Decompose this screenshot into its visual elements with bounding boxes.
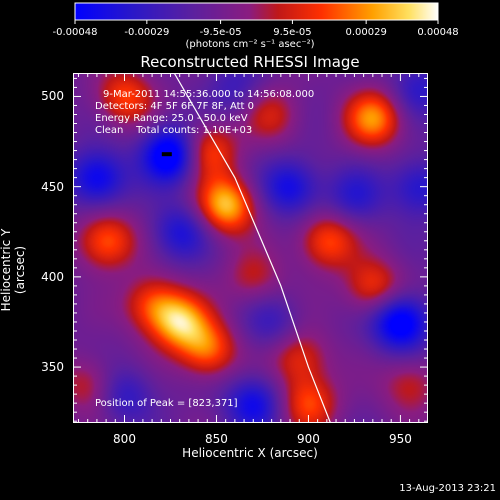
plot-overlay [73, 73, 428, 423]
y-tick-label: 400 [41, 269, 64, 284]
plot-frame [73, 73, 428, 423]
x-tick-label: 800 [113, 432, 136, 446]
colorbar-tick-label: 0.00029 [345, 27, 387, 38]
colorbar-tick-label: -9.5e-05 [199, 27, 242, 38]
x-axis-label: Heliocentric X (arcsec) [182, 446, 318, 460]
energy-range-text: Energy Range: 25.0 - 50.0 keV [95, 113, 248, 124]
y-tick-label: 450 [41, 179, 64, 194]
x-tick-label: 900 [296, 432, 320, 446]
colorbar-units: (photons cm⁻² s⁻¹ asec⁻²) [185, 39, 315, 50]
colorbar-tick-label: -0.00029 [124, 27, 170, 38]
solar-limb-line [173, 73, 332, 423]
colorbar-tick-label: 0.00048 [417, 27, 459, 38]
footer-timestamp: 13-Aug-2013 23:21 [399, 483, 496, 494]
clean-counts-text: Clean Total counts: 1.10E+03 [95, 125, 253, 136]
detectors-text: Detectors: 4F 5F 6F 7F 8F, Att 0 [95, 101, 255, 112]
peak-marker [161, 152, 172, 157]
x-tick-label: 950 [388, 432, 412, 446]
y-tick-label: 500 [41, 89, 64, 104]
colorbar-tick-label: 9.5e-05 [273, 27, 312, 38]
y-axis-label: Heliocentric Y (arcsec) [0, 228, 27, 312]
colorbar [74, 2, 439, 24]
peak-position-text: Position of Peak = [823,371] [95, 398, 238, 409]
y-tick-label: 350 [41, 360, 64, 375]
colorbar-tick-label: -0.00048 [52, 27, 98, 38]
time-range-text: 9-Mar-2011 14:55:36.000 to 14:56:08.000 [103, 89, 315, 100]
colorbar-gradient [74, 2, 439, 21]
x-tick-label: 850 [205, 432, 228, 446]
chart-title: Reconstructed RHESSI Image [140, 53, 360, 71]
heatmap-image [73, 73, 428, 423]
